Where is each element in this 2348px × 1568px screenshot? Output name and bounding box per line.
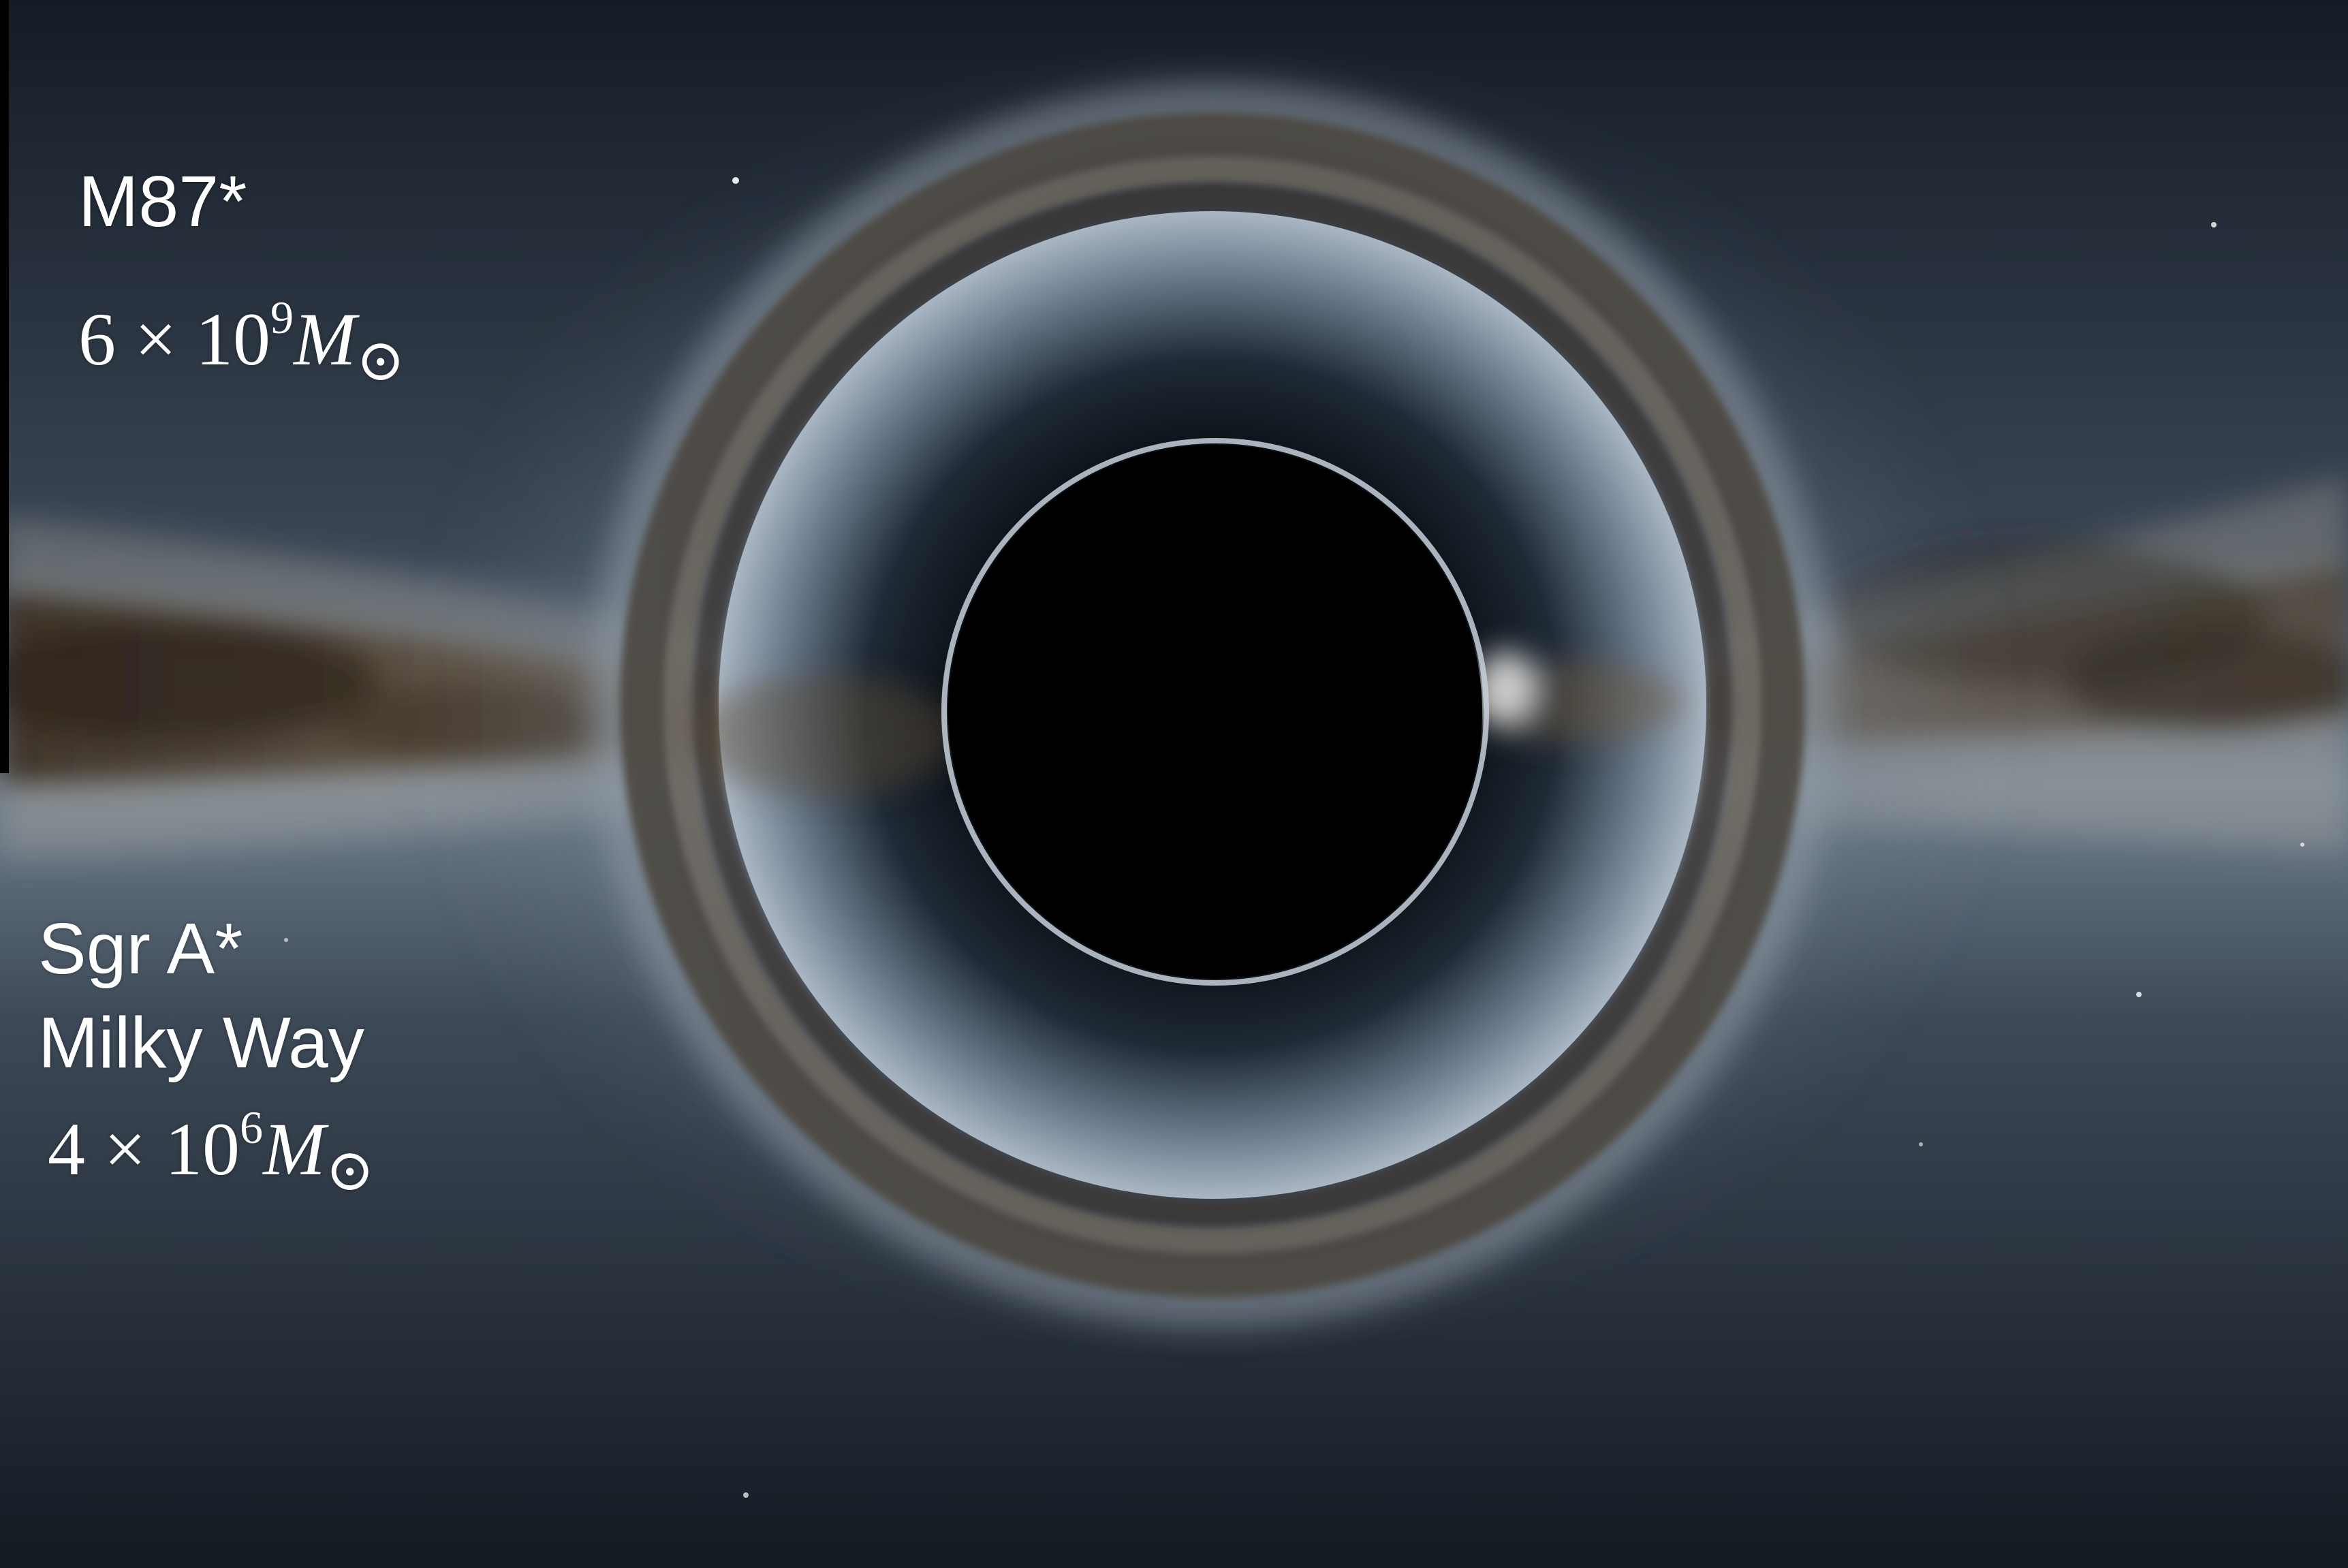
m87-mass-symbol: M [294,298,356,381]
milky-way-label: Milky Way [38,1003,364,1083]
sgr-mass-symbol: M [263,1108,326,1191]
sgr-times-sign: × [104,1108,146,1191]
m87-mass-label: 6 × 109M⊙ [78,294,405,390]
lensed-ring [589,82,1836,1328]
sgr-mass-exponent: 6 [240,1101,264,1154]
m87-sun-symbol: ⊙ [356,328,405,393]
black-hole-shadow [948,445,1482,979]
inner-lensed-band [695,650,1682,797]
sgr-a-label: Sgr A* [38,909,243,989]
m87-mass-coeff: 6 [78,298,116,381]
m87-mass-base: 10 [195,298,271,381]
sgr-mass-base: 10 [165,1108,240,1191]
m87-label: M87* [78,161,247,242]
sgr-mass-coeff: 4 [48,1108,85,1191]
m87-times-sign: × [134,298,177,381]
photon-ring [941,438,1489,986]
stars [284,177,2304,1498]
left-edge-bar [0,0,9,773]
m87-mass-exponent: 9 [270,292,294,344]
sgr-sun-symbol: ⊙ [325,1138,375,1203]
sgr-mass-label: 4 × 106M⊙ [48,1104,375,1199]
